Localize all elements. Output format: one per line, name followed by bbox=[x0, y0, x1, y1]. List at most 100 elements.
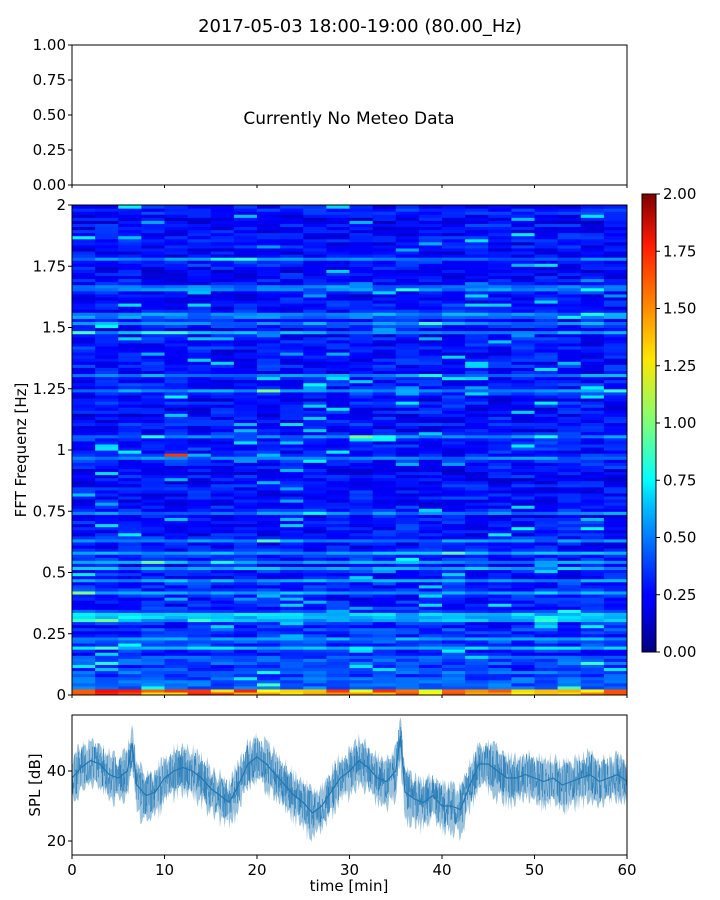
spectrogram-cell bbox=[210, 229, 235, 234]
spectrogram-cell bbox=[534, 532, 559, 537]
spectrogram-cell bbox=[580, 505, 605, 509]
spectrogram-cell bbox=[580, 603, 605, 607]
spectrogram-cell bbox=[349, 229, 374, 234]
spectrogram-cell bbox=[72, 581, 96, 586]
spectrogram-cell bbox=[534, 480, 559, 485]
spectrogram-cell bbox=[95, 373, 119, 378]
spectrogram-cell bbox=[372, 652, 397, 656]
spectrogram-cell bbox=[280, 639, 304, 644]
spectrogram-cell bbox=[349, 569, 374, 574]
spectrogram-cell bbox=[557, 379, 582, 384]
spectrogram-cell bbox=[280, 358, 304, 362]
spectrogram-cell bbox=[141, 691, 166, 695]
spectrogram-cell bbox=[326, 691, 351, 695]
spectrogram-cell bbox=[233, 257, 258, 261]
spectrogram-cell bbox=[349, 278, 374, 283]
spectrogram-cell bbox=[303, 514, 327, 518]
spectrogram-cell bbox=[326, 532, 351, 537]
spectrogram-cell bbox=[257, 330, 281, 335]
spectrogram-cell bbox=[210, 379, 235, 384]
spectrogram-cell bbox=[72, 404, 96, 408]
spectrogram-cell bbox=[326, 477, 351, 482]
spectrogram-cell bbox=[280, 312, 304, 316]
spectrogram-cell bbox=[372, 624, 397, 629]
spectrogram-cell bbox=[187, 364, 212, 368]
spectrogram-cell bbox=[210, 352, 235, 356]
spectrogram-cell bbox=[534, 535, 559, 540]
spectrogram-cell bbox=[418, 394, 443, 399]
spectrogram-cell bbox=[603, 499, 627, 503]
spectrogram-cell bbox=[395, 670, 420, 675]
spectrogram-cell bbox=[210, 612, 235, 616]
spectrogram-cell bbox=[395, 465, 420, 469]
spectrogram-cell bbox=[210, 446, 235, 451]
spectrogram-cell bbox=[465, 290, 489, 295]
spectrogram-cell bbox=[280, 361, 304, 365]
spectrogram-cell bbox=[603, 483, 627, 488]
spectrogram-cell bbox=[233, 394, 258, 399]
spectrogram-cell bbox=[164, 508, 189, 512]
spectrogram-cell bbox=[557, 544, 582, 549]
spectrogram-cell bbox=[164, 370, 189, 375]
spectrogram-cell bbox=[118, 296, 142, 301]
spectrogram-cell bbox=[187, 630, 212, 635]
spectrogram-cell bbox=[442, 551, 466, 555]
spectrogram-cell bbox=[488, 257, 512, 261]
spectrogram-cell bbox=[418, 508, 443, 512]
spectrogram-cell bbox=[534, 339, 559, 344]
spectrogram-cell bbox=[442, 431, 466, 436]
spectrogram-cell bbox=[95, 688, 119, 693]
spectrogram-cell bbox=[326, 422, 351, 427]
spectrogram-cell bbox=[395, 554, 420, 558]
spectrogram-cell bbox=[418, 278, 443, 283]
spectrogram-cell bbox=[511, 327, 536, 332]
spectrogram-cell bbox=[326, 670, 351, 675]
spectrogram-cell bbox=[95, 572, 119, 577]
spectrogram-cell bbox=[557, 691, 582, 695]
spectrogram-cell bbox=[280, 339, 304, 344]
spectrogram-cell bbox=[557, 336, 582, 341]
spectrogram-cell bbox=[233, 492, 258, 497]
spectrogram-cell bbox=[118, 339, 142, 344]
spectrogram-cell bbox=[395, 263, 420, 267]
spectrogram-cell bbox=[488, 600, 512, 604]
spectrogram-cell bbox=[580, 624, 605, 629]
spectrogram-cell bbox=[395, 250, 420, 255]
spectrogram-cell bbox=[511, 691, 536, 695]
spectrogram-cell bbox=[95, 382, 119, 387]
spl-x-tick-label: 0 bbox=[67, 861, 77, 879]
spectrogram-cell bbox=[164, 321, 189, 326]
spectrogram-cell bbox=[233, 388, 258, 393]
spectrogram-cell bbox=[326, 397, 351, 402]
spectrogram-cell bbox=[395, 606, 420, 610]
spectrogram-cell bbox=[534, 284, 559, 289]
spectrogram-cell bbox=[442, 272, 466, 277]
spectrogram-cell bbox=[580, 269, 605, 273]
spectrogram-cell bbox=[257, 324, 281, 329]
spectrogram-cell bbox=[488, 379, 512, 384]
spectrogram-cell bbox=[118, 667, 142, 672]
spectrogram-cell bbox=[257, 535, 281, 540]
spectrogram-cell bbox=[164, 474, 189, 479]
spectrogram-cell bbox=[210, 682, 235, 687]
spectrogram-cell bbox=[580, 296, 605, 301]
spectrogram-cell bbox=[511, 238, 536, 243]
spectrogram-cell bbox=[141, 419, 166, 424]
spectrogram-cell bbox=[442, 557, 466, 561]
spectrogram-cell bbox=[210, 538, 235, 543]
spectrogram-cell bbox=[511, 260, 536, 264]
spectrogram-cell bbox=[72, 590, 96, 595]
spectrogram-cell bbox=[603, 367, 627, 371]
spectrogram-cell bbox=[488, 471, 512, 476]
spectrogram-cell bbox=[395, 348, 420, 353]
spectrogram-cell bbox=[303, 367, 327, 371]
spectrogram-cell bbox=[534, 263, 559, 267]
spectrogram-cell bbox=[303, 664, 327, 669]
spectrogram-cell bbox=[326, 208, 351, 212]
spectrogram-cell bbox=[164, 593, 189, 598]
spectrogram-cell bbox=[72, 520, 96, 525]
spectrogram-cell bbox=[233, 621, 258, 626]
spectrogram-cell bbox=[534, 523, 559, 528]
spectrogram-cell bbox=[372, 523, 397, 528]
spectrogram-cell bbox=[465, 639, 489, 644]
